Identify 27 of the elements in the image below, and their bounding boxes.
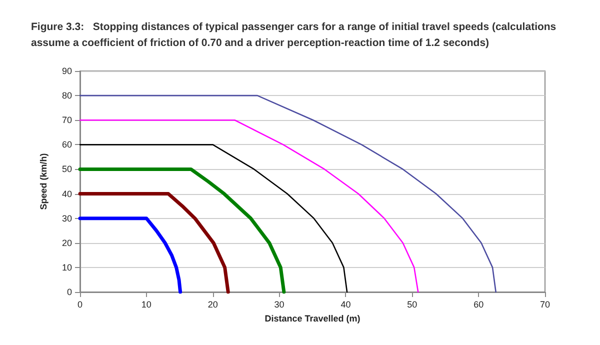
- line-series: [79, 94, 496, 293]
- y-tick-label: 10: [62, 262, 72, 272]
- line-series: [78, 192, 230, 294]
- x-tick-label: 0: [77, 300, 83, 310]
- x-tick-label: 10: [141, 300, 152, 310]
- y-tick-label: 90: [62, 66, 72, 76]
- y-tick-label: 0: [66, 287, 72, 297]
- line-series: [79, 144, 348, 293]
- y-tick-label: 80: [62, 90, 72, 101]
- y-tick-label: 40: [62, 188, 72, 199]
- line-series: [79, 119, 419, 293]
- y-tick-label: 30: [62, 213, 72, 224]
- y-tick-label: 70: [62, 115, 72, 126]
- x-axis-title: Distance Travelled (m): [264, 313, 360, 324]
- y-tick-label: 50: [62, 164, 72, 174]
- x-tick-label: 50: [407, 300, 418, 310]
- line-series: [78, 167, 286, 294]
- x-tick-label: 20: [208, 300, 218, 310]
- y-axis-title: Speed (km/h): [38, 153, 48, 210]
- x-tick-label: 60: [474, 300, 484, 310]
- x-tick-label: 30: [274, 300, 284, 310]
- x-tick-label: 40: [340, 300, 351, 310]
- x-tick-label: 70: [540, 300, 550, 310]
- y-tick-label: 20: [62, 238, 72, 248]
- chart-title: Figure 3.3: Stopping distances of typical passenger cars for a range of initial travel speeds (calculations assume a coefficient of friction of 0.70 and a driver perception-reaction time of 1.2 seconds): [31, 21, 560, 49]
- line-series: [78, 216, 182, 294]
- y-tick-label: 60: [62, 140, 72, 150]
